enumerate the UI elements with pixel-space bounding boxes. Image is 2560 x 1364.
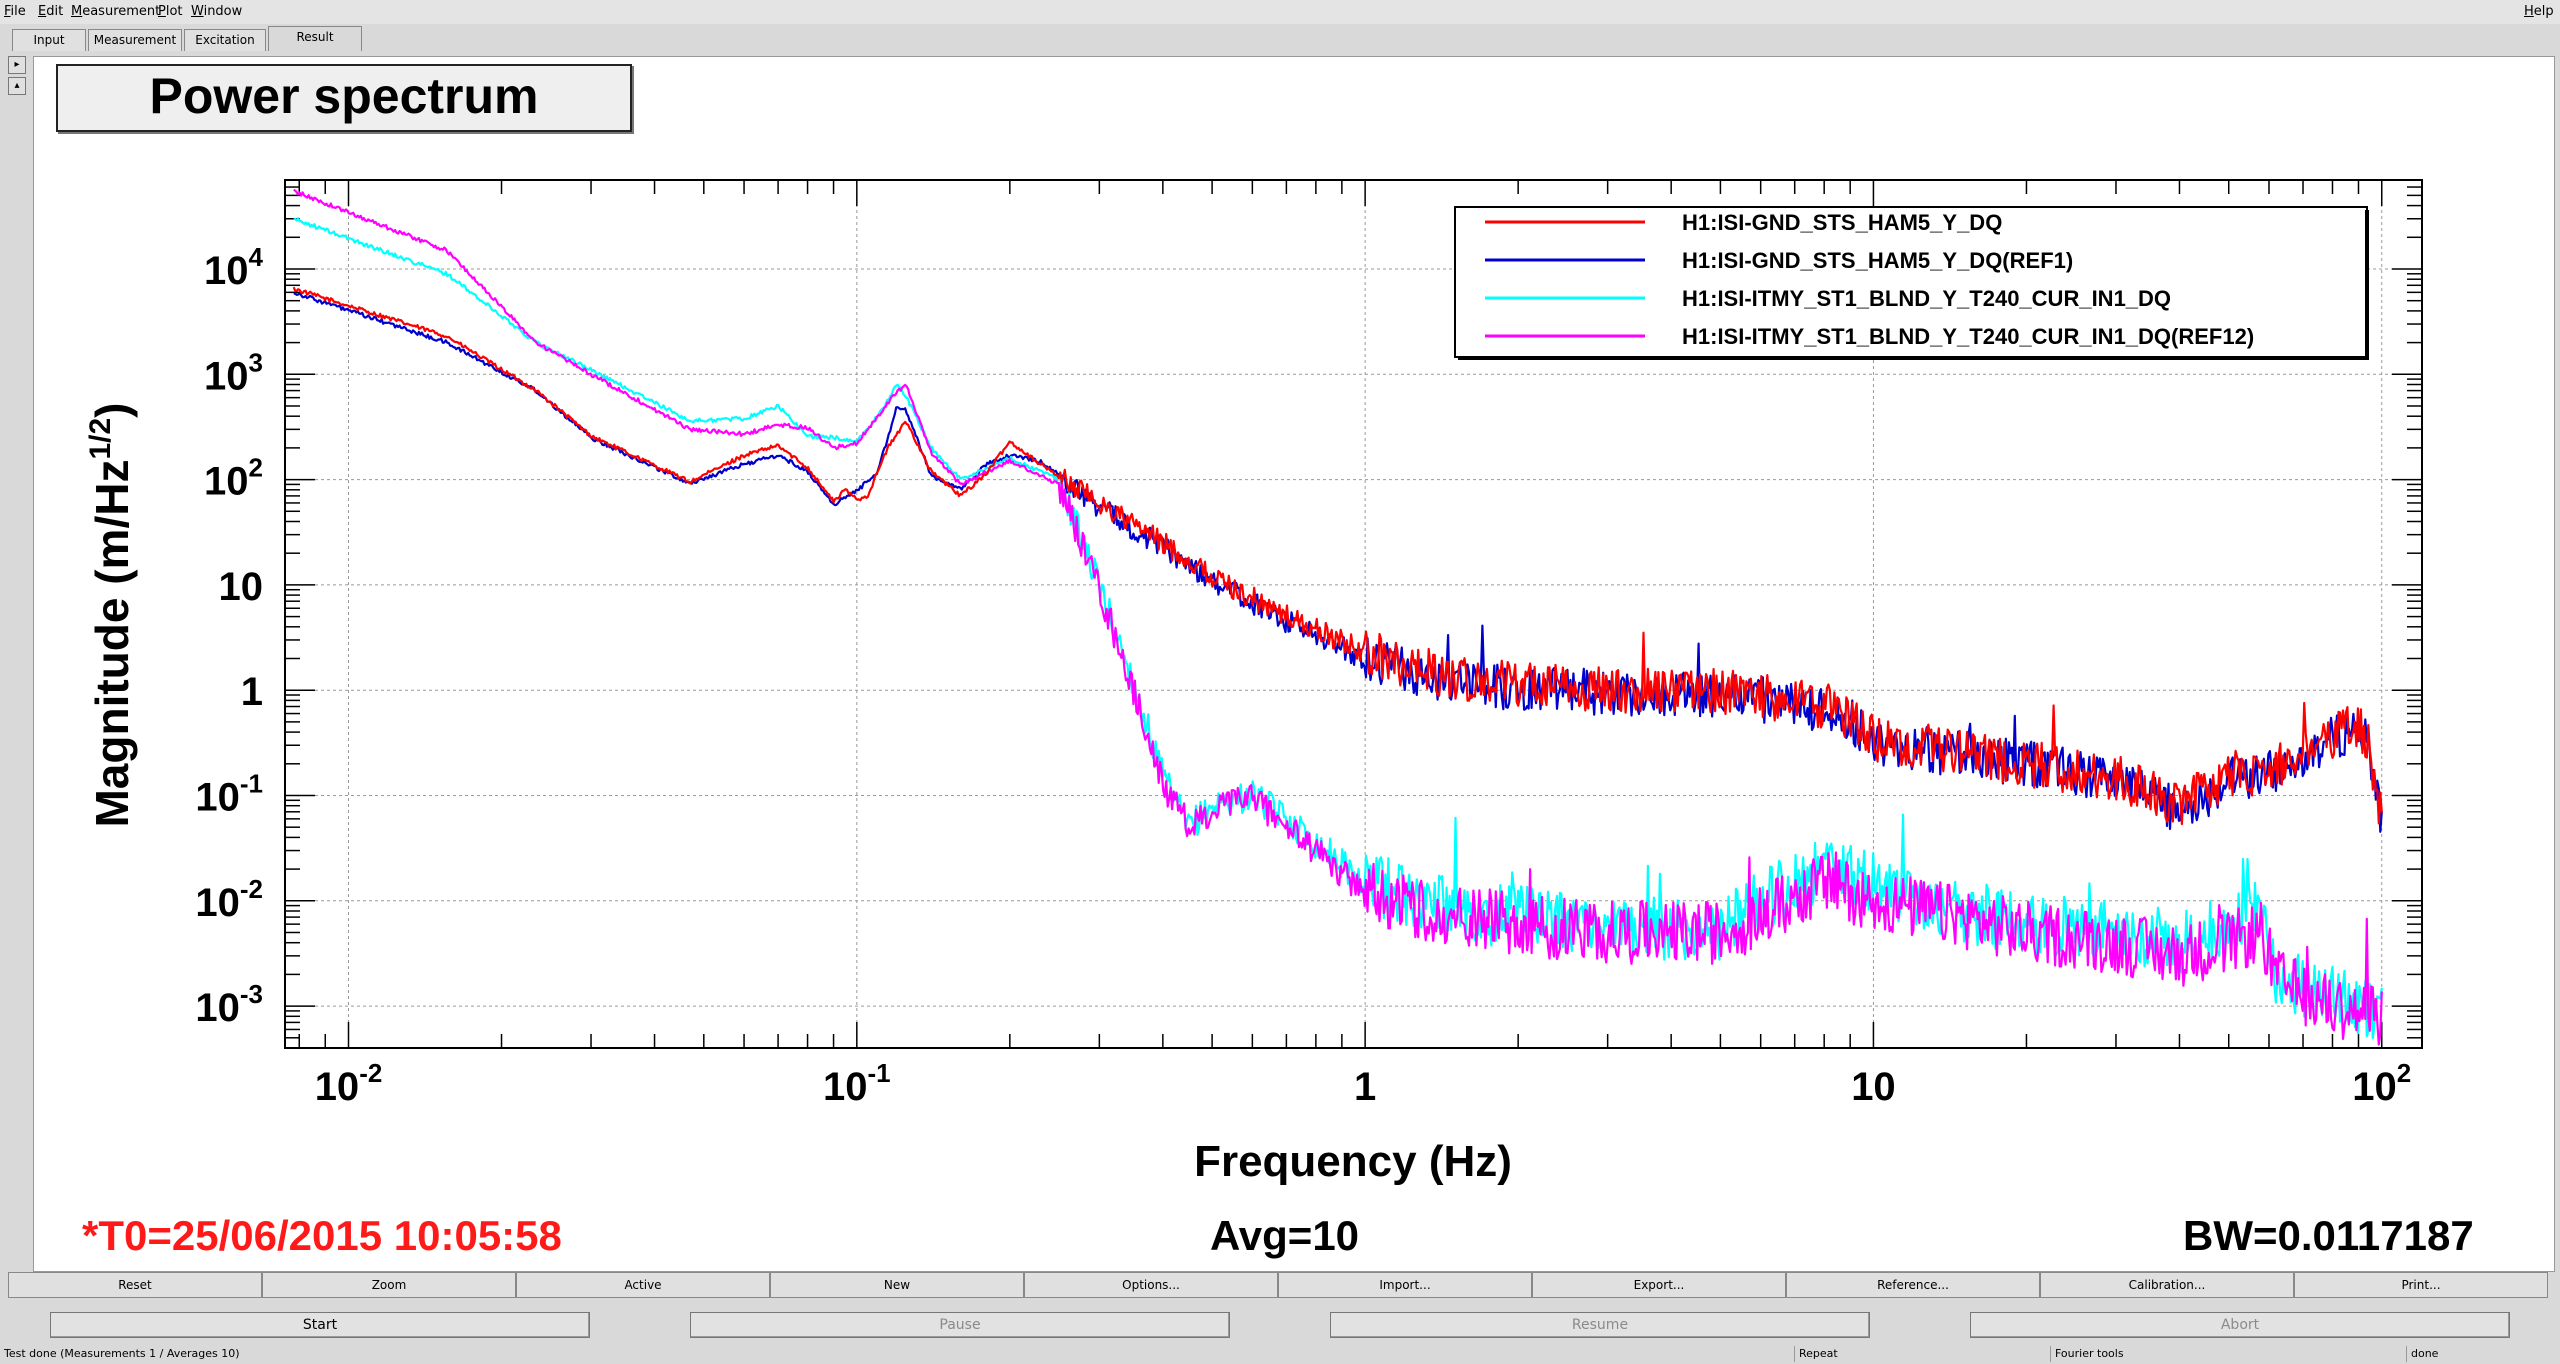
status-repeat: Repeat [1794,1346,2049,1362]
plot-title: Power spectrum [149,68,539,124]
y-axis-label-end: ) [86,402,138,417]
menu-edit[interactable]: Edit [38,4,64,19]
y-axis-label: Magnitude (m/Hz1/2) [84,402,138,827]
y-tick-label: 10-1 [195,768,263,819]
zoom-button[interactable]: Zoom [262,1272,516,1298]
x-tick-label: 10-2 [315,1058,383,1109]
export-button[interactable]: Export... [1532,1272,1786,1298]
pause-button[interactable]: Pause [690,1312,1230,1338]
import-button[interactable]: Import... [1278,1272,1532,1298]
plot-frame [284,179,2423,1049]
y-tick-label: 102 [204,453,263,504]
abort-button[interactable]: Abort [1970,1312,2510,1338]
x-tick-label: 102 [2352,1058,2411,1109]
minor-ticks [285,179,2422,1049]
pad-prev-arrow-icon[interactable]: ▴ [8,77,26,95]
x-tick-label: 10-1 [823,1058,891,1109]
menu-window[interactable]: Window [191,4,243,19]
tab-excitation[interactable]: Excitation [184,29,266,51]
x-axis-label: Frequency (Hz) [1194,1137,1512,1186]
tab-bar: Input Measurement Excitation Result [0,26,2560,52]
run-controls: Start Pause Resume Abort [0,1310,2560,1340]
legend-box [1454,206,2368,358]
t0-timestamp: *T0=25/06/2015 10:05:58 [82,1212,562,1259]
plot-toolbar: Reset Zoom Active New Options... Import.… [8,1272,2554,1298]
status-message: Test done (Measurements 1 / Averages 10) [4,1347,240,1360]
reference-button[interactable]: Reference... [1786,1272,2040,1298]
print-button[interactable]: Print... [2294,1272,2548,1298]
menu-measurement[interactable]: Measurement [71,4,161,19]
y-tick-label: 10-2 [195,874,263,925]
x-tick-label: 1 [1354,1065,1376,1109]
active-button[interactable]: Active [516,1272,770,1298]
legend-entry-label: H1:ISI-GND_STS_HAM5_Y_DQ [1682,210,2002,235]
status-bar: Test done (Measurements 1 / Averages 10)… [0,1344,2560,1364]
legend-entry-label: H1:ISI-GND_STS_HAM5_Y_DQ(REF1) [1682,248,2073,273]
tab-measurement[interactable]: Measurement [88,29,182,51]
legend[interactable]: H1:ISI-GND_STS_HAM5_Y_DQ H1:ISI-GND_STS_H… [1454,206,2369,360]
averages-label: Avg=10 [1210,1212,1360,1259]
options-button[interactable]: Options... [1024,1272,1278,1298]
calibration-button[interactable]: Calibration... [2040,1272,2294,1298]
start-button[interactable]: Start [50,1312,590,1338]
y-tick-label: 10 [219,565,264,609]
x-tick-labels: 10-2 10-1 1 10 102 [315,1058,2412,1109]
plot-title-box: Power spectrum [56,64,632,132]
pad-nav: ▸ ▴ [8,56,26,96]
tab-result[interactable]: Result [268,26,362,51]
resume-button[interactable]: Resume [1330,1312,1870,1338]
menu-plot[interactable]: Plot [158,4,183,19]
x-tick-label: 10 [1851,1065,1896,1109]
menu-bar: File Edit Measurement Plot Window Help [0,0,2560,24]
status-tools: Fourier tools [2050,1346,2405,1362]
grid [285,180,2422,1048]
y-tick-label: 103 [204,347,263,398]
y-tick-label: 1 [241,670,263,714]
reset-button[interactable]: Reset [8,1272,262,1298]
series-line [292,286,2383,826]
series-line [293,188,2383,1046]
pad-next-arrow-icon[interactable]: ▸ [8,56,26,74]
new-button[interactable]: New [770,1272,1024,1298]
bandwidth-label: BW=0.0117187 [2183,1212,2474,1259]
menu-help[interactable]: Help [2524,4,2554,19]
y-axis-label-main: Magnitude (m/Hz [86,460,138,828]
tab-input[interactable]: Input [12,29,86,51]
status-state: done [2406,1346,2551,1362]
menu-file[interactable]: File [4,4,26,19]
legend-entry-label: H1:ISI-ITMY_ST1_BLND_Y_T240_CUR_IN1_DQ [1682,286,2171,311]
y-axis-label-sup: 1/2 [84,418,117,460]
series-layer [292,188,2383,1046]
series-line [293,292,2383,833]
legend-entry-label: H1:ISI-ITMY_ST1_BLND_Y_T240_CUR_IN1_DQ(R… [1682,324,2254,349]
y-tick-label: 10-3 [195,979,263,1030]
y-tick-label: 104 [204,242,264,293]
